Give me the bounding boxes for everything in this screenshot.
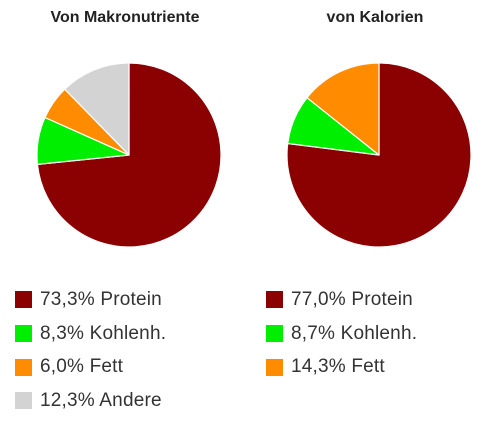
legend-label: 8,3% Kohlenh. bbox=[40, 322, 167, 344]
pie-slice bbox=[306, 62, 380, 156]
pie-chart bbox=[36, 62, 222, 248]
chart-title: Von Makronutriente bbox=[50, 9, 200, 26]
pie-slice bbox=[64, 62, 130, 156]
legend-item: 14,3% Fett bbox=[266, 350, 417, 384]
legend-item: 8,3% Kohlenh. bbox=[15, 317, 166, 351]
legend-label: 73,3% Protein bbox=[40, 288, 162, 310]
chart-macronutrients: Von Makronutriente 73,3% Protein 8,3% Koh… bbox=[15, 9, 222, 418]
legend-label: 14,3% Fett bbox=[291, 356, 385, 378]
pie-chart bbox=[286, 62, 472, 248]
legend: 77,0% Protein 8,7% Kohlenh. 14,3% Fett bbox=[266, 283, 417, 384]
legend-item: 6,0% Fett bbox=[15, 350, 166, 384]
legend-item: 12,3% Andere bbox=[15, 384, 166, 418]
legend-item: 73,3% Protein bbox=[15, 283, 166, 317]
legend-swatch bbox=[15, 291, 32, 309]
chart-calories: von Kalorien 77,0% Protein 8,7% Kohlenh. 1… bbox=[250, 0, 500, 433]
legend-swatch bbox=[266, 358, 283, 376]
legend-item: 77,0% Protein bbox=[266, 283, 417, 317]
legend-swatch bbox=[266, 325, 283, 343]
legend-swatch bbox=[15, 358, 32, 376]
legend-label: 77,0% Protein bbox=[291, 288, 413, 310]
legend-swatch bbox=[15, 325, 32, 343]
legend-label: 6,0% Fett bbox=[40, 356, 124, 378]
legend-swatch bbox=[15, 392, 32, 410]
legend: 73,3% Protein 8,3% Kohlenh. 6,0% Fett 12,3%… bbox=[15, 283, 166, 418]
legend-swatch bbox=[266, 291, 283, 309]
chart-title: von Kalorien bbox=[326, 9, 424, 26]
legend-label: 8,7% Kohlenh. bbox=[291, 322, 418, 344]
legend-label: 12,3% Andere bbox=[40, 389, 162, 411]
legend-item: 8,7% Kohlenh. bbox=[266, 317, 417, 351]
